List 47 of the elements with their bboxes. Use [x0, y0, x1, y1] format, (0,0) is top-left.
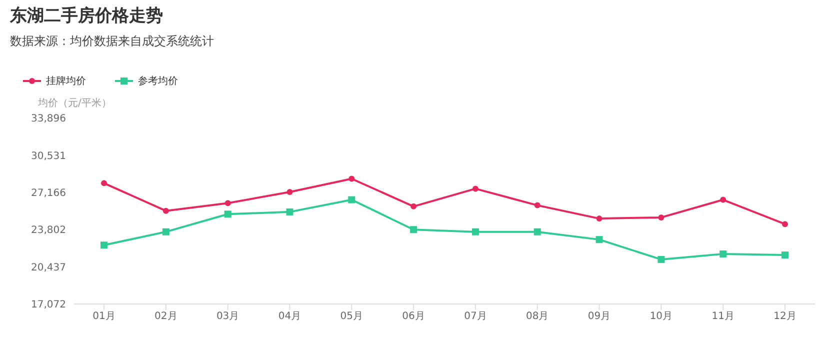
- point: [658, 256, 665, 263]
- y-tick-label: 23,802: [31, 225, 66, 236]
- point: [100, 242, 108, 249]
- x-tick-label: 10月: [650, 311, 673, 322]
- y-tick-label: 20,437: [31, 262, 66, 274]
- point: [534, 228, 541, 236]
- x-tick-label: 04月: [278, 311, 302, 322]
- point: [720, 196, 726, 203]
- x-tick-label: 02月: [154, 311, 178, 322]
- chart-subtitle: 数据来源：均价数据来自成交系统统计: [10, 33, 215, 50]
- point: [782, 252, 788, 259]
- point: [472, 186, 478, 192]
- y-tick-label: 33,896: [31, 114, 66, 125]
- point: [596, 216, 602, 222]
- point: [162, 208, 169, 214]
- legend-label: 挂牌均价: [46, 74, 86, 88]
- point: [534, 202, 540, 208]
- y-axis-title: 均价（元/平米）: [38, 96, 112, 110]
- point: [101, 180, 107, 186]
- x-tick-label: 09月: [588, 311, 611, 322]
- x-tick-label: 01月: [92, 311, 116, 322]
- y-tick-label: 30,531: [31, 150, 66, 162]
- point: [720, 250, 727, 258]
- point: [410, 203, 417, 210]
- point: [162, 228, 170, 236]
- x-tick-label: 05月: [340, 311, 364, 322]
- x-tick-label: 11月: [712, 311, 734, 322]
- x-tick-label: 12月: [774, 311, 796, 322]
- y-tick-label: 27,166: [31, 188, 66, 199]
- point: [658, 214, 664, 220]
- legend-label: 参考均价: [138, 74, 178, 88]
- point: [472, 228, 479, 236]
- point: [286, 189, 293, 196]
- y-tick-label: 17,072: [31, 300, 66, 311]
- x-tick-label: 07月: [464, 311, 487, 322]
- point: [286, 208, 294, 216]
- point: [224, 200, 231, 206]
- chart-title: 东湖二手房价格走势: [10, 5, 164, 27]
- point: [410, 226, 418, 234]
- x-tick-label: 03月: [216, 311, 240, 322]
- point: [782, 221, 788, 228]
- x-tick-label: 08月: [526, 311, 549, 322]
- point: [596, 236, 603, 244]
- x-tick-label: 06月: [402, 311, 425, 322]
- point: [348, 196, 356, 204]
- point: [224, 210, 232, 218]
- point: [348, 176, 355, 182]
